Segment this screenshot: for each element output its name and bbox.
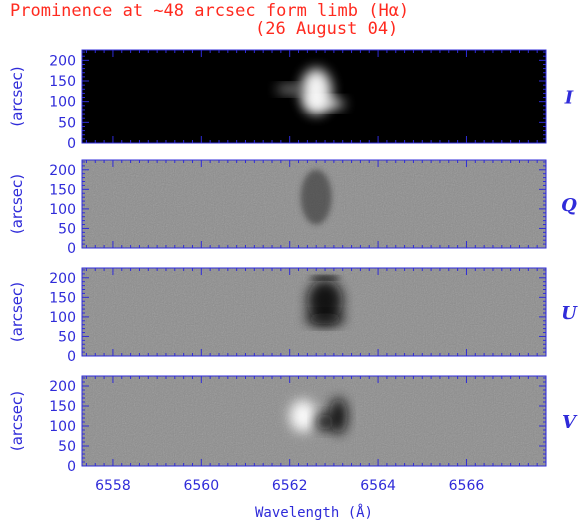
panel-u-feature-2: [305, 312, 345, 325]
panel-u-ytick-label: 50: [58, 329, 76, 345]
panel-v-ytick-label: 150: [49, 399, 76, 415]
panel-u-feature-1: [307, 279, 343, 323]
xtick-label: 6566: [449, 478, 485, 494]
panel-i-ytick-label: 200: [49, 53, 76, 69]
panel-u-feature-3: [309, 276, 341, 280]
panel-u-ytick-label: 150: [49, 290, 76, 306]
xtick-label: 6564: [360, 478, 396, 494]
panel-i-ytick-label: 0: [67, 136, 76, 152]
panel-q-feature-1: [300, 169, 332, 225]
xtick-label: 6560: [183, 478, 219, 494]
panel-v-feature-1: [289, 400, 317, 432]
panel-q-ytick-label: 50: [58, 221, 76, 237]
panel-q-ylabel: (arcsec): [8, 174, 26, 234]
panel-i-feature-3: [276, 85, 303, 94]
panel-i-frame: [81, 49, 547, 144]
panel-v-ytick-label: 200: [49, 379, 76, 395]
panel-q-ytick-label: 0: [67, 241, 76, 257]
stokes-label-v: V: [562, 412, 578, 433]
xtick-label: 6558: [95, 478, 131, 494]
panel-q-ytick-label: 150: [49, 182, 76, 198]
stokes-label-q: Q: [561, 195, 577, 216]
panel-v-ylabel: (arcsec): [8, 391, 26, 451]
panel-u-ytick-label: 200: [49, 271, 76, 287]
panel-v-ytick-label: 100: [49, 419, 76, 435]
panel-i-ytick-label: 50: [58, 115, 76, 131]
panel-i-ytick-label: 100: [49, 95, 76, 111]
panel-q-ytick-label: 100: [49, 202, 76, 218]
panel-u-frame: [81, 267, 547, 357]
panel-q-ytick-label: 200: [49, 163, 76, 179]
panel-u-ytick-label: 100: [49, 310, 76, 326]
panel-v-feature-2: [329, 398, 348, 434]
panel-v-ytick-label: 0: [67, 459, 76, 475]
stokes-label-i: I: [564, 88, 574, 109]
panel-v-frame: [81, 375, 547, 467]
stokes-label-u: U: [561, 303, 578, 324]
panel-i-feature-2: [305, 98, 345, 109]
xtick-label: 6562: [272, 478, 308, 494]
panel-u-ytick-label: 0: [67, 349, 76, 365]
x-axis-label: Wavelength (Å): [255, 504, 373, 521]
panel-i-ytick-label: 150: [49, 74, 76, 90]
panel-i-ylabel: (arcsec): [8, 66, 26, 126]
chart-title-line2: (26 August 04): [255, 19, 399, 39]
panel-u-ylabel: (arcsec): [8, 282, 26, 342]
chart-title-line1: Prominence at ~48 arcsec form limb (Hα): [10, 1, 410, 21]
panel-v-ytick-label: 50: [58, 439, 76, 455]
panel-q-frame: [81, 159, 547, 249]
panel-v-feature-3: [316, 414, 334, 430]
